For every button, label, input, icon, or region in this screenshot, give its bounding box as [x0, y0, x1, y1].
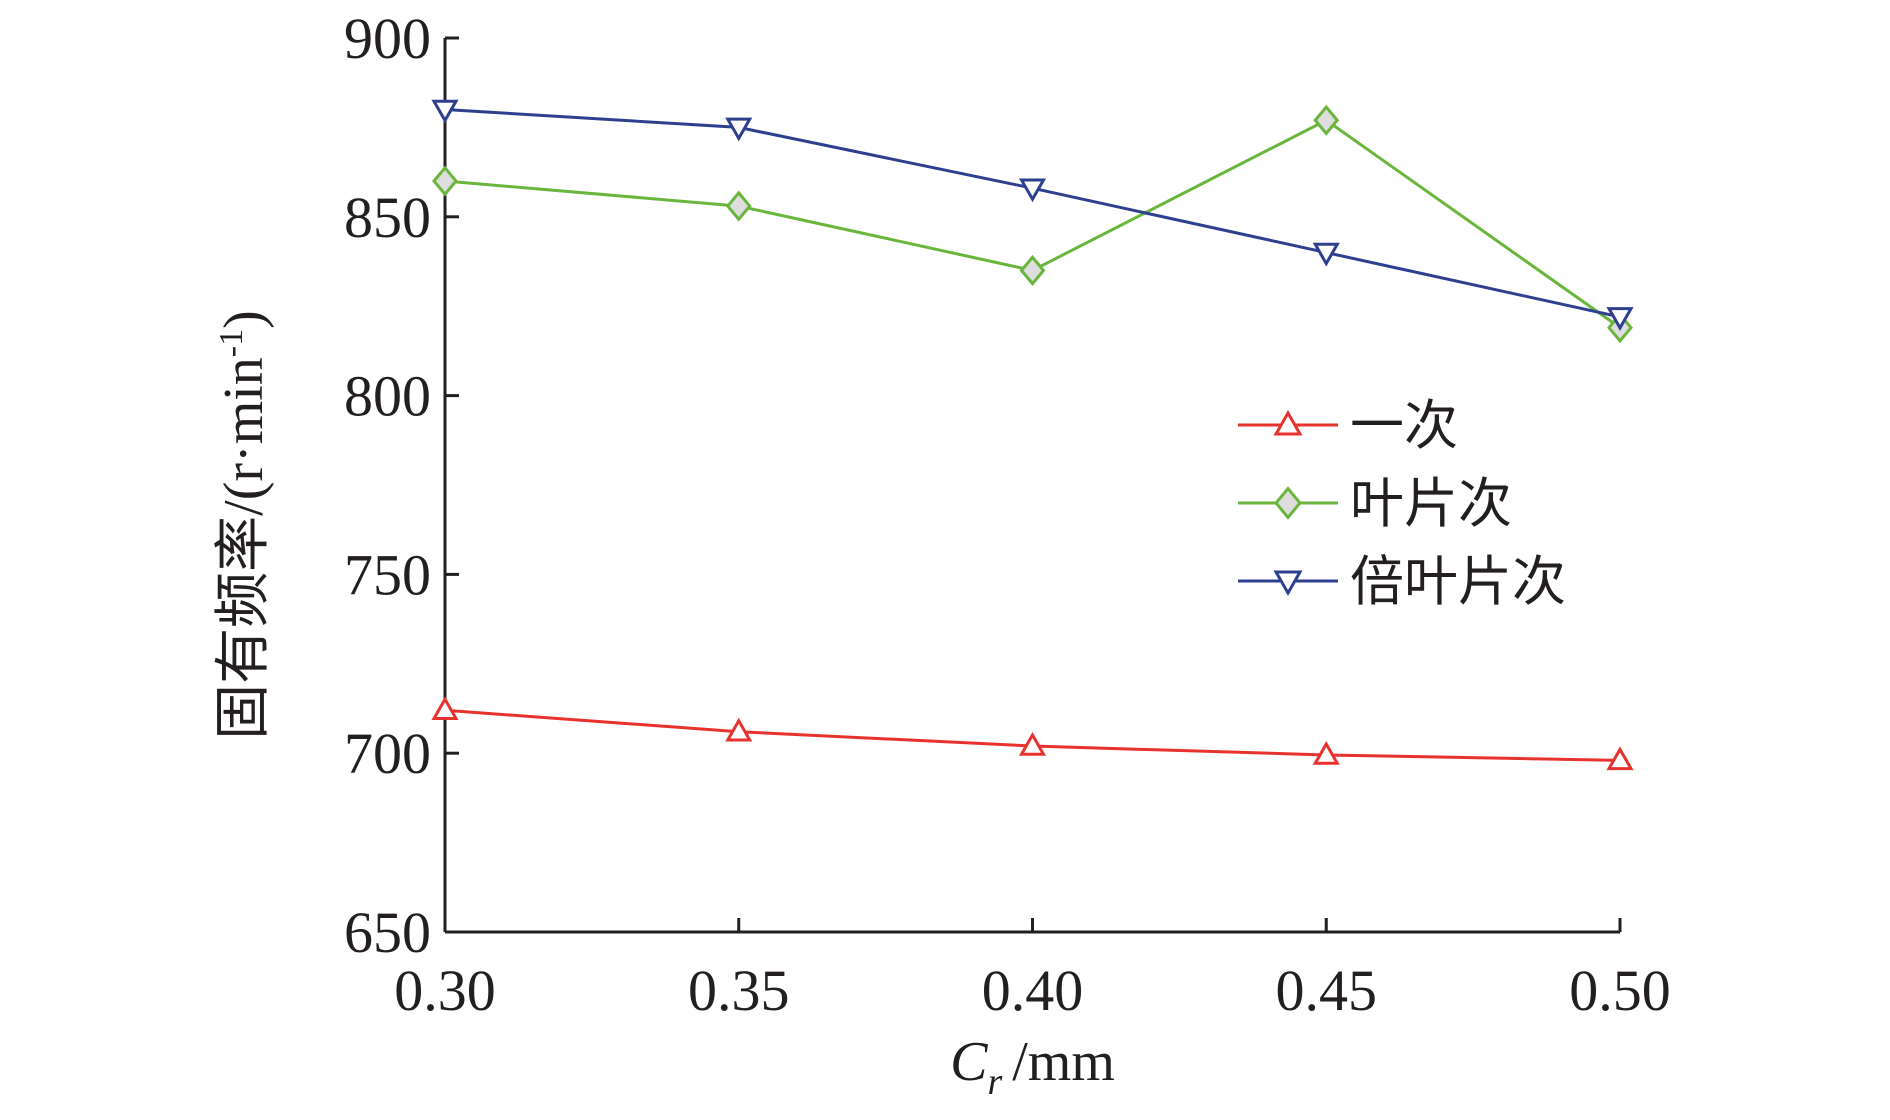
x-axis-title-symbol: C [950, 1031, 988, 1093]
series-diamond [432, 104, 1633, 344]
series-line [444, 118, 1621, 329]
y-axis-title-sup: -1 [213, 329, 250, 357]
diamond-marker [1274, 486, 1302, 520]
x-tick-label: 0.40 [982, 958, 1084, 1023]
y-tick-label: 900 [344, 6, 431, 71]
y-ticks: 650 700 750 800 850 900 [344, 6, 459, 965]
x-axis-title: Cr/mm [950, 1031, 1115, 1103]
triangle-down-marker [1018, 178, 1047, 203]
y-tick-label: 850 [344, 185, 431, 250]
y-tick-label: 650 [344, 900, 431, 965]
series-layer [431, 99, 1634, 771]
series-triangle-down [431, 99, 1634, 331]
triangle-up-marker [725, 717, 753, 742]
y-axis-title-main: 固有频率/(r·min [213, 357, 275, 740]
triangle-down-marker [1273, 570, 1303, 597]
x-tick-label: 0.35 [688, 958, 790, 1023]
diamond-marker [1019, 254, 1046, 286]
x-axis-title-unit: /mm [1012, 1031, 1115, 1093]
triangle-up-marker [1273, 409, 1303, 436]
legend-label: 倍叶片次 [1350, 550, 1566, 613]
y-tick-label: 750 [344, 542, 431, 607]
legend-item: 叶片次 [1238, 472, 1512, 535]
legend-label: 一次 [1350, 394, 1458, 457]
y-axis-title-close: ) [213, 310, 275, 329]
x-ticks: 0.30 0.35 0.40 0.45 0.50 [394, 918, 1671, 1023]
y-tick-label: 800 [344, 364, 431, 429]
diamond-marker [1313, 104, 1340, 136]
x-axis-title-subscript: r [987, 1061, 1002, 1103]
diamond-marker [432, 165, 458, 197]
diamond-marker [725, 190, 752, 222]
y-axis-title: 固有频率/(r·min-1) [213, 310, 275, 740]
series-triangle-up [431, 696, 1634, 771]
triangle-up-marker [1312, 740, 1340, 765]
legend-item: 倍叶片次 [1238, 550, 1566, 613]
legend-item: 一次 [1238, 394, 1458, 457]
triangle-down-marker [1606, 307, 1634, 331]
triangle-up-marker [431, 696, 459, 721]
triangle-up-marker [1606, 746, 1634, 771]
triangle-down-marker [431, 99, 459, 124]
legend-label: 叶片次 [1350, 472, 1512, 535]
triangle-up-marker [1018, 732, 1047, 756]
x-tick-label: 0.30 [394, 958, 496, 1023]
y-tick-label: 700 [344, 721, 431, 786]
triangle-down-marker [1312, 242, 1340, 267]
triangle-down-marker [725, 117, 753, 142]
x-tick-label: 0.45 [1276, 958, 1378, 1023]
x-tick-label: 0.50 [1569, 958, 1671, 1023]
